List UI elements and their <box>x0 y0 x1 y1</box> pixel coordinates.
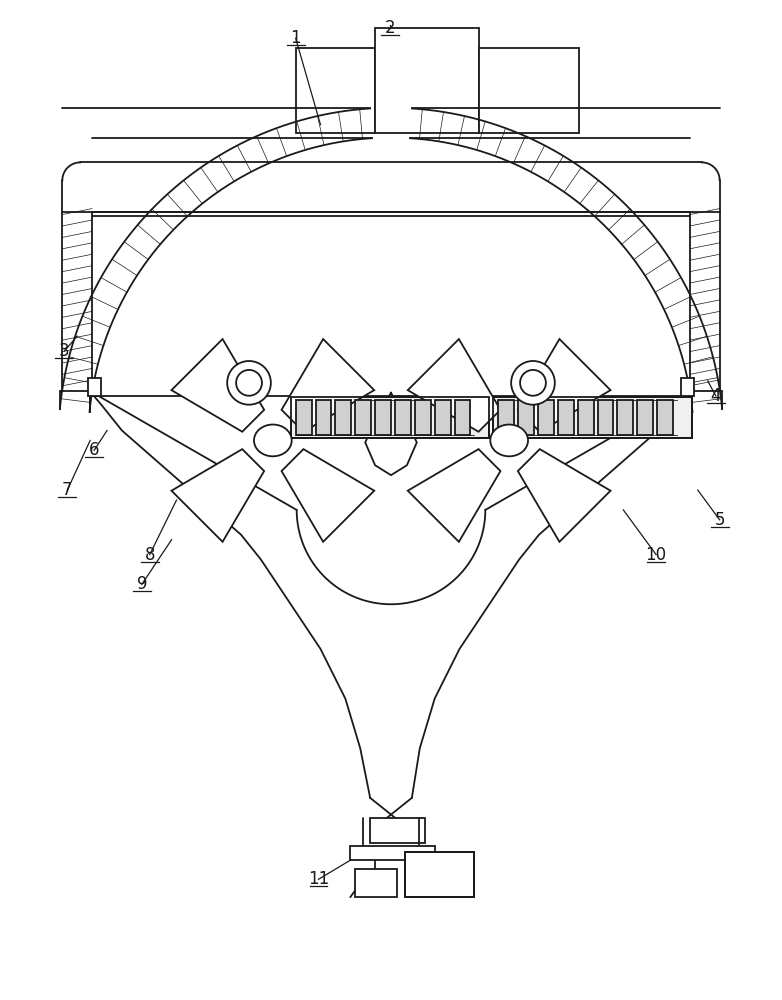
Bar <box>291 397 490 438</box>
Polygon shape <box>171 449 264 542</box>
Bar <box>518 400 534 435</box>
Bar <box>578 400 594 435</box>
Circle shape <box>236 370 262 396</box>
Ellipse shape <box>490 425 528 456</box>
Text: 7: 7 <box>62 481 73 499</box>
Bar <box>657 400 673 435</box>
Circle shape <box>520 370 546 396</box>
Bar <box>355 400 371 435</box>
Bar <box>316 400 332 435</box>
Bar <box>405 852 475 897</box>
Text: 2: 2 <box>385 19 396 37</box>
Text: 6: 6 <box>89 441 99 459</box>
Bar <box>558 400 574 435</box>
Text: 4: 4 <box>710 387 721 405</box>
Bar <box>479 48 579 133</box>
Bar <box>493 397 692 438</box>
Bar <box>296 400 311 435</box>
Bar <box>637 400 653 435</box>
Polygon shape <box>518 339 611 432</box>
Polygon shape <box>407 339 500 432</box>
Bar <box>538 400 554 435</box>
Ellipse shape <box>254 425 292 456</box>
Bar <box>370 818 425 843</box>
Bar <box>296 48 375 133</box>
Bar <box>375 28 479 133</box>
Bar <box>597 400 613 435</box>
Bar <box>454 400 471 435</box>
Text: 3: 3 <box>59 342 70 360</box>
Bar <box>680 378 694 396</box>
Polygon shape <box>518 449 611 542</box>
Bar <box>291 397 490 438</box>
Bar <box>405 852 475 897</box>
Bar <box>395 400 411 435</box>
Bar <box>335 400 351 435</box>
Bar <box>355 869 397 897</box>
Text: 1: 1 <box>290 29 301 47</box>
Bar <box>88 378 102 396</box>
Text: 10: 10 <box>645 546 667 564</box>
Text: 11: 11 <box>308 870 329 888</box>
Text: 9: 9 <box>137 575 147 593</box>
Polygon shape <box>282 449 375 542</box>
Text: 5: 5 <box>715 511 725 529</box>
Circle shape <box>228 361 271 405</box>
Bar <box>414 400 431 435</box>
Bar <box>350 846 435 860</box>
Bar <box>617 400 633 435</box>
Bar <box>493 397 692 438</box>
Polygon shape <box>282 339 375 432</box>
Bar <box>498 400 514 435</box>
Bar <box>375 400 391 435</box>
Polygon shape <box>407 449 500 542</box>
Bar <box>435 400 450 435</box>
Text: 8: 8 <box>145 546 155 564</box>
Circle shape <box>511 361 554 405</box>
Polygon shape <box>171 339 264 432</box>
